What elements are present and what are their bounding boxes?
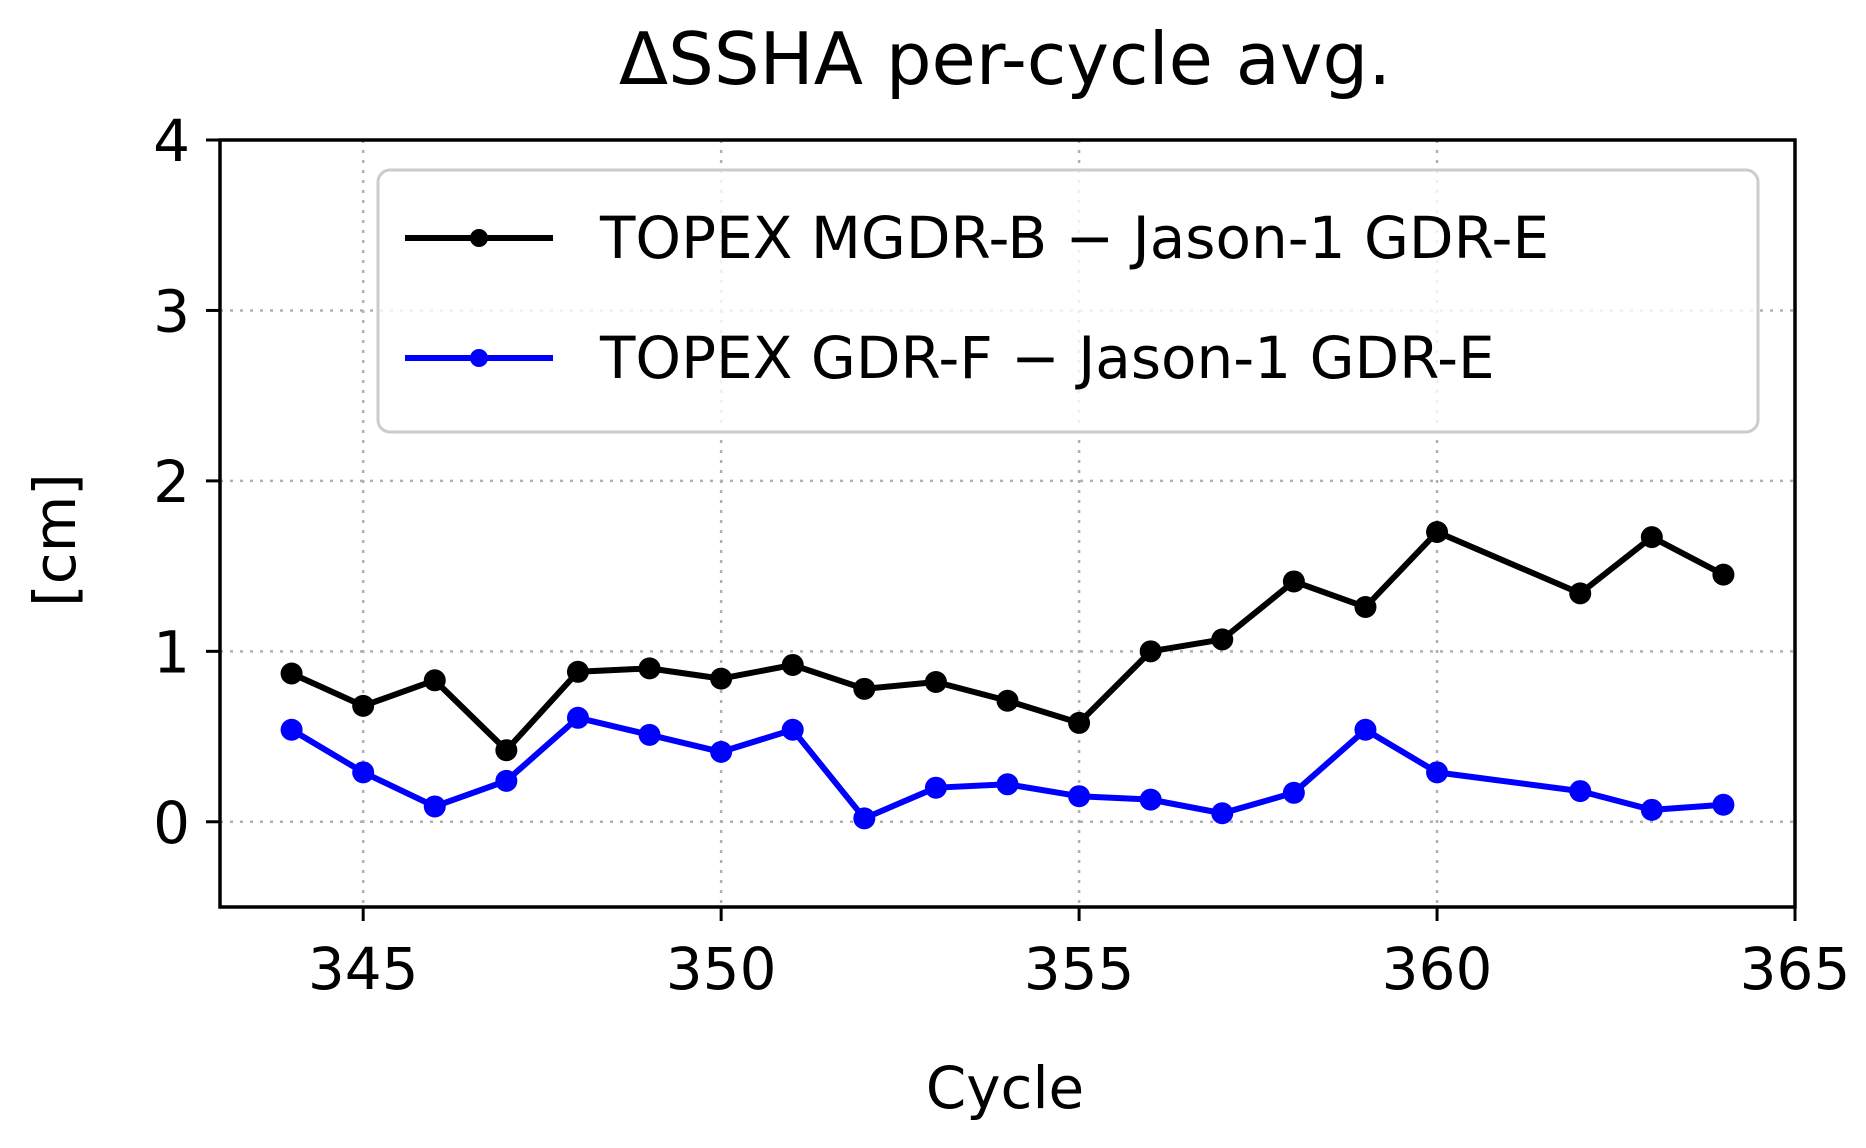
series-layer (280, 521, 1735, 830)
x-tick-label: 365 (1740, 935, 1851, 1003)
legend: TOPEX MGDR-B − Jason-1 GDR-E TOPEX GDR-F… (376, 168, 1760, 434)
x-tick-label: 360 (1382, 935, 1493, 1003)
series-1-point (1569, 582, 1592, 605)
series-1-point (996, 689, 1019, 712)
series-1-point (638, 657, 661, 680)
y-tick-label: 1 (153, 618, 190, 686)
series-1-point (1640, 526, 1663, 549)
series-2-point (1354, 718, 1377, 741)
series-1-point (423, 669, 446, 692)
x-tick-label: 350 (666, 935, 777, 1003)
series-1-point (1712, 563, 1735, 586)
series-1-point (1426, 521, 1449, 544)
series-2-point (853, 807, 876, 830)
series-1-point (280, 662, 303, 685)
series-1-point (1354, 596, 1377, 619)
legend-marker-series-1 (470, 229, 488, 247)
series-2-point (1211, 802, 1234, 825)
y-tick-label: 3 (153, 277, 190, 345)
chart-title: ΔSSHA per-cycle avg. (619, 17, 1391, 101)
series-2-point (1640, 798, 1663, 821)
series-1-point (1068, 711, 1091, 734)
series-2-point (1426, 761, 1449, 784)
series-2-point (1569, 780, 1592, 803)
series-2-point (1712, 793, 1735, 816)
legend-label-series-1: TOPEX MGDR-B − Jason-1 GDR-E (599, 204, 1549, 272)
series-1-point (781, 653, 804, 676)
series-1-point (495, 739, 518, 762)
x-axis-label: Cycle (926, 1054, 1085, 1122)
series-2-point (1139, 788, 1162, 811)
axis-ticks: 345 350 355 360 365 0 1 2 3 4 (153, 107, 1850, 1003)
legend-label-series-2: TOPEX GDR-F − Jason-1 GDR-E (599, 324, 1495, 392)
series-2-point (996, 773, 1019, 796)
series-2-point (781, 718, 804, 741)
series-1-point (1139, 640, 1162, 663)
series-2-point (710, 740, 733, 763)
y-tick-label: 0 (153, 789, 190, 857)
series-2-point (566, 706, 589, 729)
series-2-point (495, 769, 518, 792)
series-2-line (290, 714, 1724, 822)
series-2-point (280, 718, 303, 741)
series-2-point (1068, 785, 1091, 808)
legend-box (376, 168, 1760, 434)
y-tick-label: 4 (153, 107, 190, 175)
series-1-point (710, 667, 733, 690)
series-1-point (1211, 628, 1234, 651)
series-1-point (924, 671, 947, 694)
series-2-point (924, 776, 947, 799)
series-1-line (290, 529, 1725, 754)
series-2-point (423, 795, 446, 818)
legend-marker-series-2 (470, 349, 488, 367)
series-2-point (352, 761, 375, 784)
series-1-point (853, 677, 876, 700)
plot-frame (218, 138, 1797, 909)
series-2-point (1282, 781, 1305, 804)
x-tick-label: 345 (308, 935, 419, 1003)
series-1-point (566, 660, 589, 683)
y-tick-label: 2 (153, 448, 190, 516)
series-1-point (352, 694, 375, 717)
y-axis-label: [cm] (21, 473, 89, 607)
series-1-point (1282, 570, 1305, 593)
series-2-point (638, 723, 661, 746)
x-tick-label: 355 (1024, 935, 1135, 1003)
